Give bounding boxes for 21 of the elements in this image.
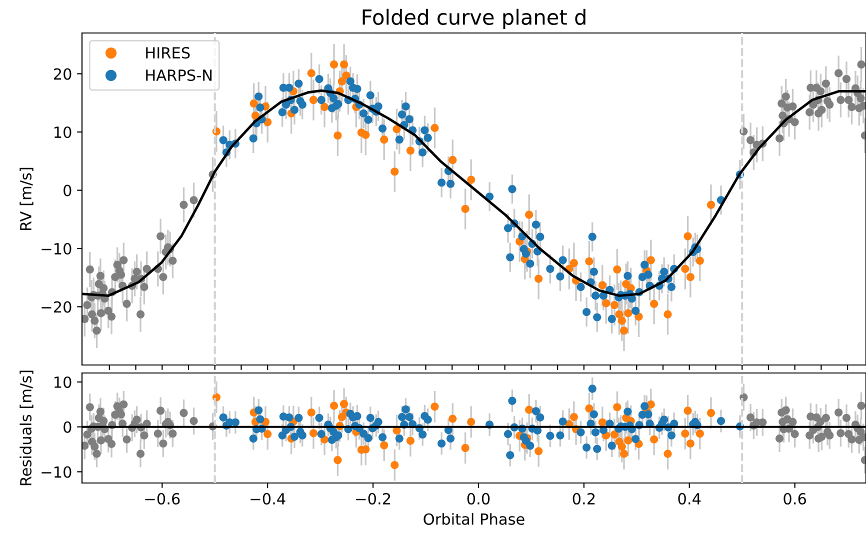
y-axis-title: Residuals [m/s] [20, 370, 34, 486]
y-tick-label: 0 [64, 421, 72, 433]
x-axis-title: Orbital Phase [424, 513, 524, 525]
y-tick-label: 10 [54, 126, 72, 138]
y-tick-label: −10 [42, 242, 72, 255]
y-axis-title: RV [m/s] [20, 168, 34, 230]
y-tick-label: 0 [64, 184, 72, 196]
chart-title: Folded curve planet d [362, 8, 586, 29]
x-tick-label: −0.2 [356, 492, 390, 505]
y-tick-label: −10 [42, 466, 72, 478]
x-tick-label: 0.2 [572, 492, 595, 505]
legend-label: HARPS-N [146, 69, 212, 81]
x-tick-label: 0.6 [784, 492, 806, 505]
y-tick-label: −20 [42, 301, 72, 313]
legend-label: HIRES [146, 47, 190, 59]
x-tick-label: −0.4 [250, 492, 286, 505]
x-tick-label: −0.6 [145, 492, 180, 505]
y-tick-label: 20 [54, 68, 72, 80]
x-tick-label: 0.0 [467, 492, 490, 505]
x-tick-label: 0.4 [678, 492, 701, 505]
y-tick-label: 10 [54, 376, 72, 388]
